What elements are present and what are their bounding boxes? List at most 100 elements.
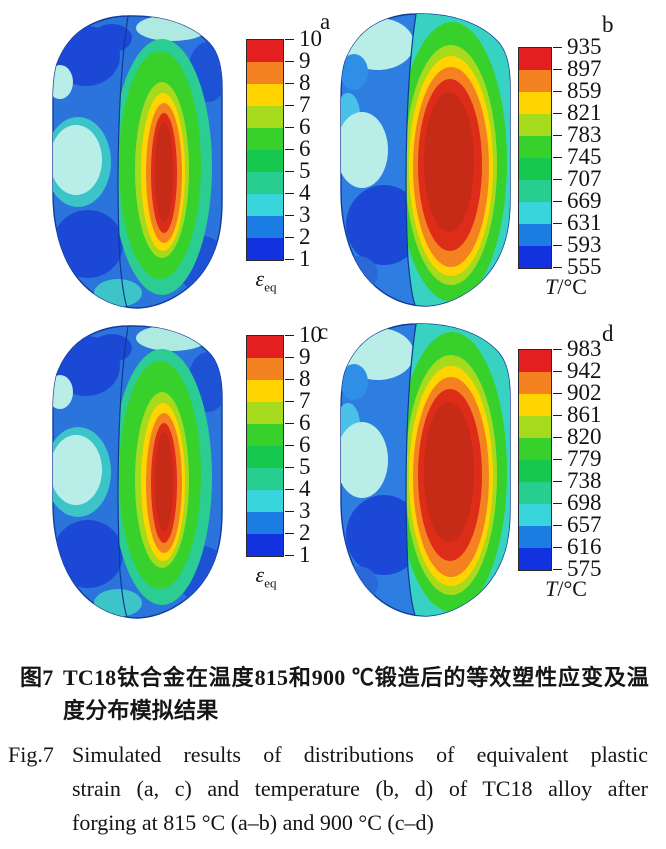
colorbar-tick-label: 631 <box>567 210 602 236</box>
panel-label-a: a <box>320 9 331 34</box>
colorbar-segment <box>247 238 283 260</box>
contour-plot-strain-900c <box>40 322 240 622</box>
colorbar-segment <box>247 336 283 358</box>
colorbar-tick <box>553 525 562 526</box>
colorbar-segment <box>247 106 283 128</box>
colorbar-tick-label: 5 <box>299 158 311 184</box>
colorbar-tick <box>553 113 562 114</box>
colorbar-c <box>246 335 284 557</box>
colorbar-a <box>246 39 284 261</box>
colorbar-tick-label: 616 <box>567 534 602 560</box>
unit-symbol: ε <box>255 266 265 291</box>
colorbar-tick-label: 1 <box>299 246 311 272</box>
colorbar-segment <box>247 490 283 512</box>
colorbar-tick-label: 2 <box>299 224 311 250</box>
caption-en-line1: Simulated results of distributions of eq… <box>72 742 648 767</box>
colorbar-segment <box>519 92 551 114</box>
colorbar-tick <box>285 127 294 128</box>
colorbar-tick <box>553 503 562 504</box>
colorbar-segment <box>519 224 551 246</box>
colorbar-segment <box>519 394 551 416</box>
colorbar-tick <box>553 201 562 202</box>
colorbar-segment <box>519 526 551 548</box>
unit-symbol: T <box>545 576 558 601</box>
colorbar-tick-label: 738 <box>567 468 602 494</box>
colorbar-tick-label: 745 <box>567 144 602 170</box>
colorbar-segment <box>247 468 283 490</box>
colorbar-legend-b: T/°C 935 897 859 821 783 745 707 669 631 593 555 <box>518 35 602 299</box>
colorbar-tick-label: 9 <box>299 344 311 370</box>
caption-en-line3: forging at 815 °C (a–b) and 900 °C (c–d) <box>72 810 434 835</box>
colorbar-unit-label-b: T/°C <box>530 274 602 303</box>
colorbar-tick <box>553 569 562 570</box>
colorbar-segment <box>247 402 283 424</box>
colorbar-tick-label: 820 <box>567 424 602 450</box>
colorbar-tick-label: 669 <box>567 188 602 214</box>
figure-number-cn: 图7 <box>20 665 54 690</box>
colorbar-tick <box>285 489 294 490</box>
colorbar-tick <box>285 423 294 424</box>
colorbar-tick <box>285 533 294 534</box>
colorbar-tick <box>553 349 562 350</box>
colorbar-tick-label: 4 <box>299 476 311 502</box>
panel-label-b: b <box>602 12 614 37</box>
colorbar-tick-label: 6 <box>299 114 311 140</box>
colorbar-segment <box>247 40 283 62</box>
colorbar-tick-label: 942 <box>567 358 602 384</box>
colorbar-segment <box>247 512 283 534</box>
colorbar-tick <box>553 481 562 482</box>
colorbar-tick-label: 779 <box>567 446 602 472</box>
colorbar-tick-label: 707 <box>567 166 602 192</box>
colorbar-tick-label: 3 <box>299 498 311 524</box>
colorbar-unit-label-c: εeq <box>246 562 286 591</box>
colorbar-tick-label: 7 <box>299 388 311 414</box>
colorbar-tick <box>553 135 562 136</box>
colorbar-tick <box>553 245 562 246</box>
contour-plot-temperature-900c <box>328 320 528 620</box>
colorbar-tick <box>285 39 294 40</box>
colorbar-segment <box>519 548 551 570</box>
colorbar-tick-label: 983 <box>567 336 602 362</box>
colorbar-unit-label-a: εeq <box>246 266 286 295</box>
colorbar-segment <box>519 202 551 224</box>
colorbar-b <box>518 47 552 269</box>
contour-plot-temperature-815c <box>328 10 528 310</box>
colorbar-tick <box>553 69 562 70</box>
colorbar-tick <box>285 105 294 106</box>
colorbar-tick <box>553 415 562 416</box>
caption-en-line2: strain (a, c) and temperature (b, d) of … <box>72 776 648 801</box>
colorbar-segment <box>519 350 551 372</box>
colorbar-unit-label-d: T/°C <box>530 576 602 605</box>
colorbar-tick <box>285 193 294 194</box>
unit-suffix: /°C <box>557 576 587 601</box>
contour-plot-strain-815c <box>40 12 240 312</box>
colorbar-tick-label: 897 <box>567 56 602 82</box>
colorbar-tick-label: 9 <box>299 48 311 74</box>
colorbar-segment <box>247 534 283 556</box>
colorbar-segment <box>519 48 551 70</box>
colorbar-legend-a: εeq 10 9 8 7 6 6 5 4 3 2 1 <box>246 27 322 294</box>
colorbar-tick <box>285 379 294 380</box>
colorbar-segment <box>247 172 283 194</box>
colorbar-tick <box>553 267 562 268</box>
colorbar-tick <box>285 61 294 62</box>
colorbar-tick <box>553 437 562 438</box>
colorbar-tick <box>285 335 294 336</box>
caption-chinese: 图7 TC18钛合金在温度815和900 ℃锻造后的等效塑性应变及温 度分布模拟… <box>20 661 649 727</box>
colorbar-tick-label: 6 <box>299 136 311 162</box>
colorbar-segment <box>519 158 551 180</box>
unit-symbol: ε <box>255 562 265 587</box>
colorbar-segment <box>247 216 283 238</box>
colorbar-segment <box>247 194 283 216</box>
caption-english: Fig.7 Simulated results of distributions… <box>8 738 648 840</box>
colorbar-segment <box>519 416 551 438</box>
colorbar-tick <box>285 83 294 84</box>
colorbar-legend-c: εeq 10 9 8 7 6 6 5 4 3 2 1 <box>246 323 322 590</box>
colorbar-segment <box>519 180 551 202</box>
colorbar-segment <box>519 136 551 158</box>
colorbar-tick-label: 10 <box>299 26 322 52</box>
colorbar-tick-label: 5 <box>299 454 311 480</box>
colorbar-tick-label: 861 <box>567 402 602 428</box>
colorbar-d <box>518 349 552 571</box>
colorbar-segment <box>519 504 551 526</box>
